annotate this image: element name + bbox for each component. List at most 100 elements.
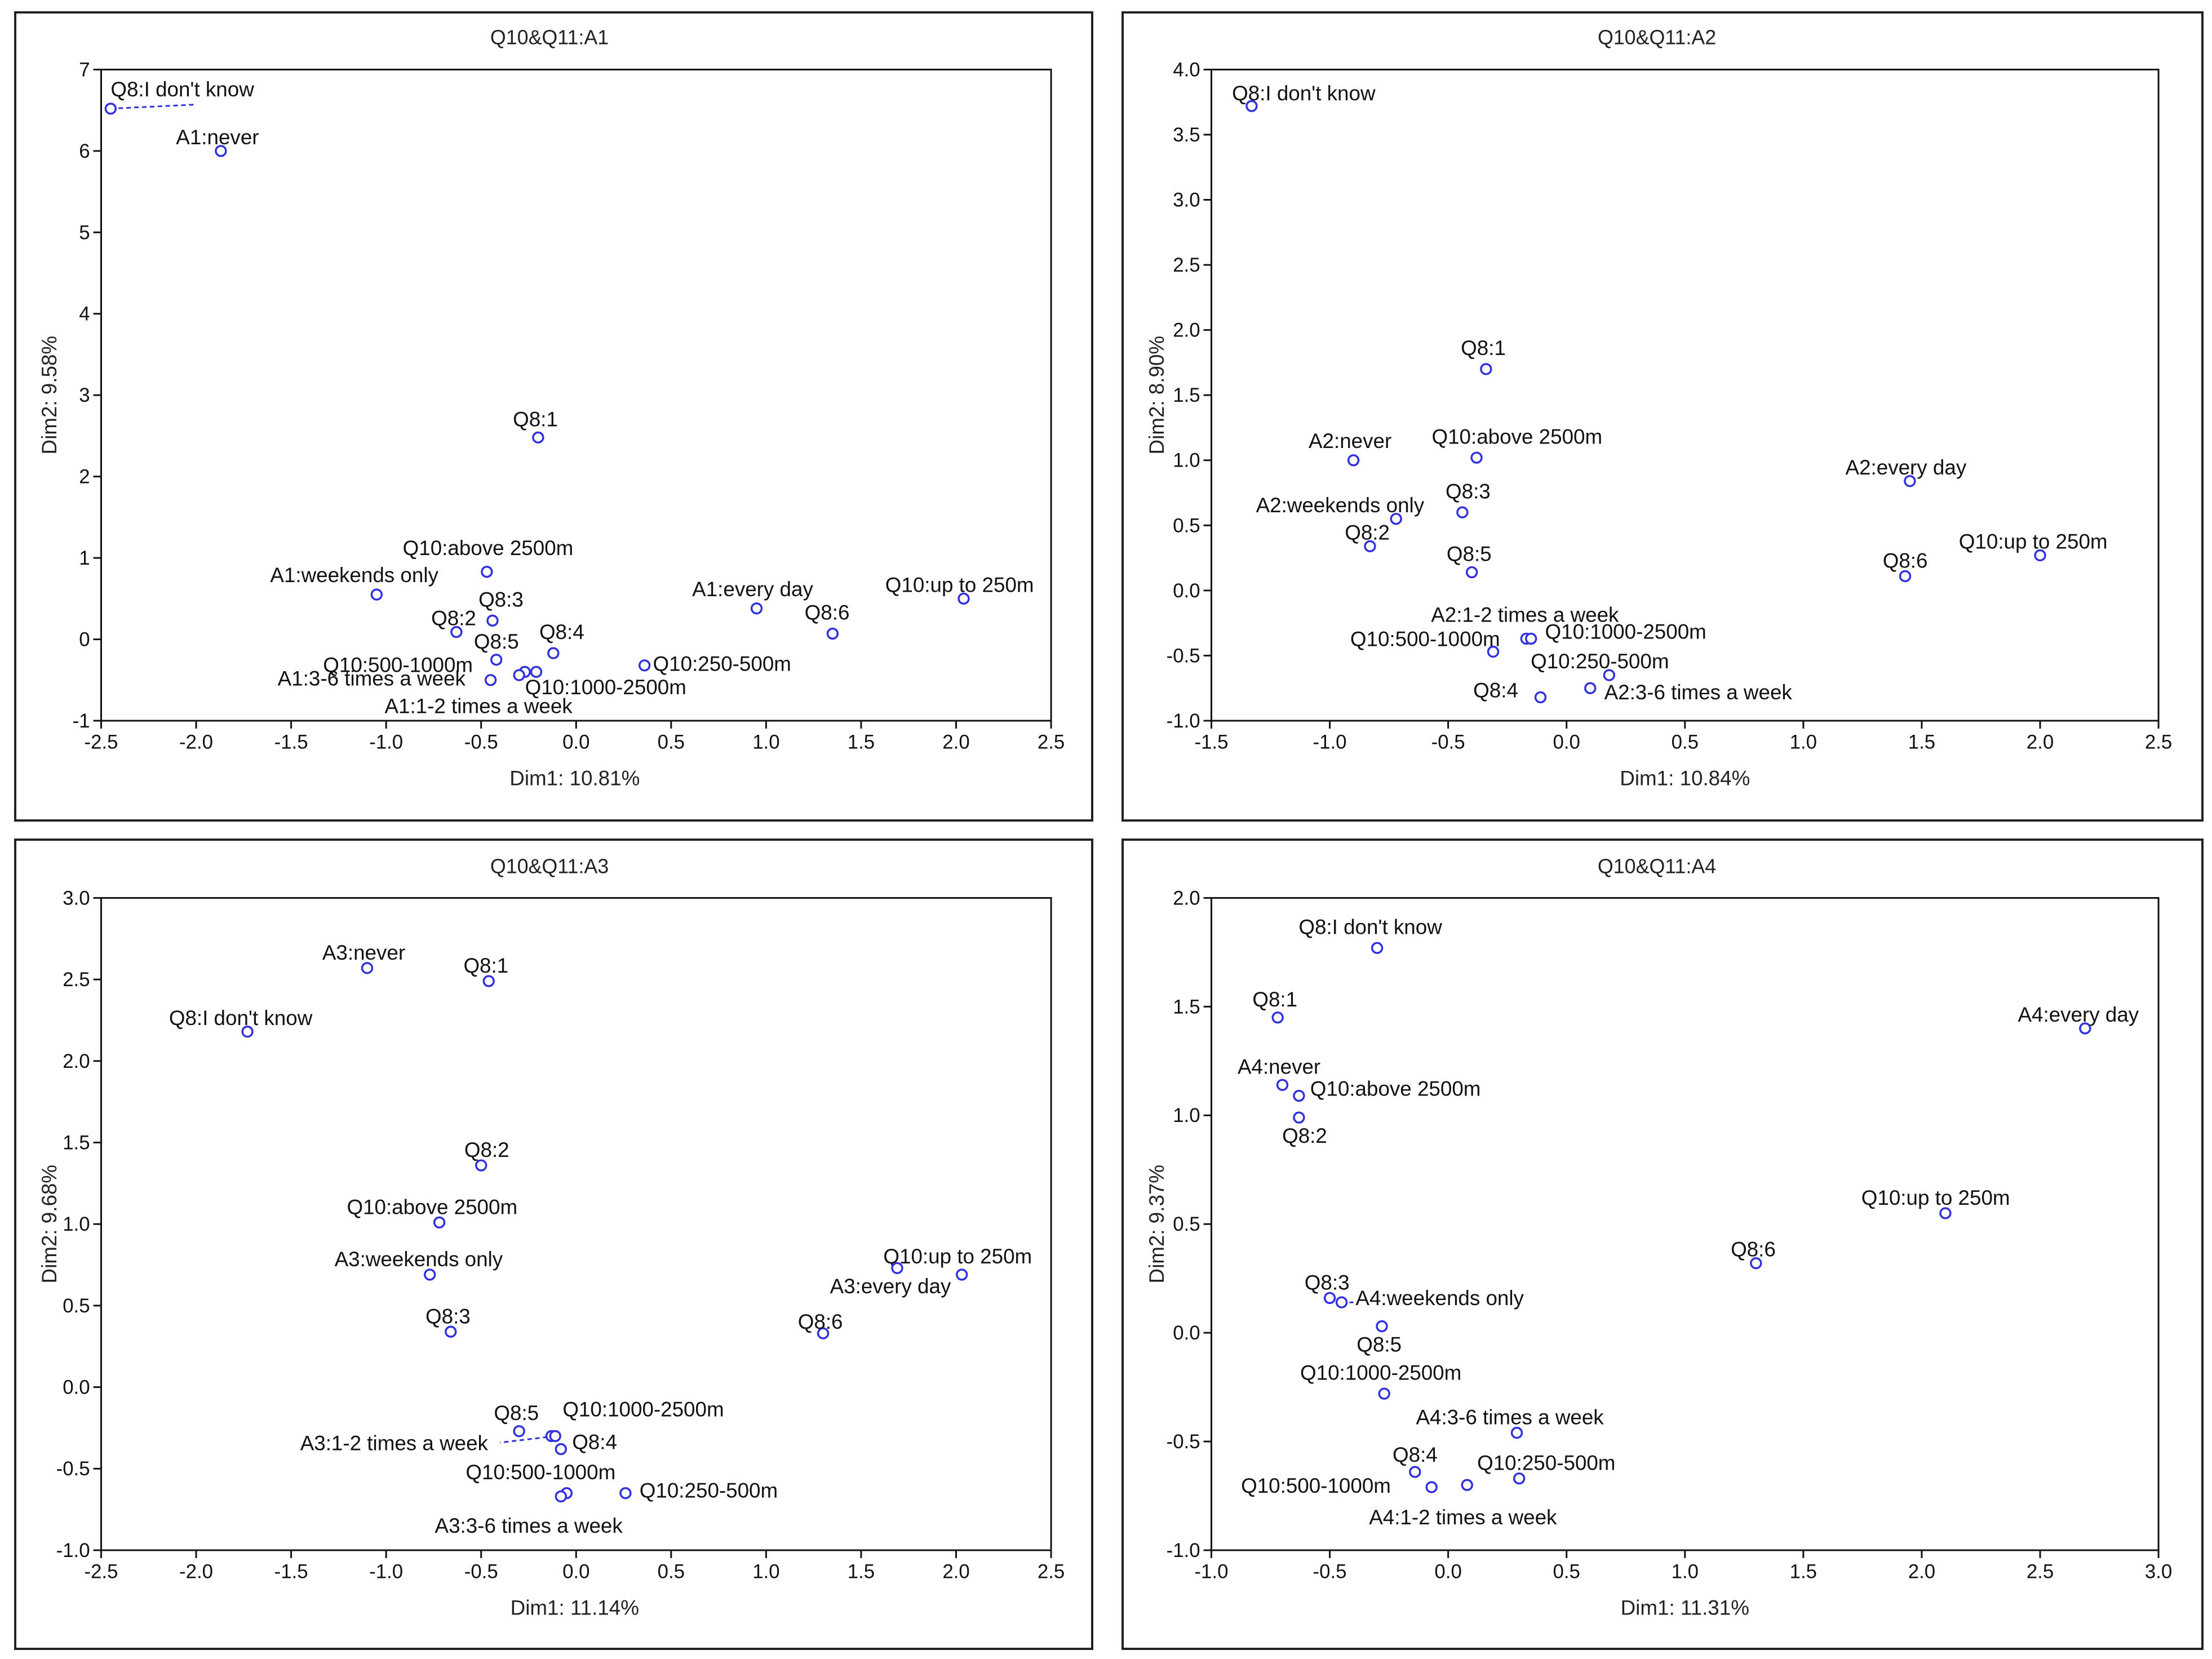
x-tick-label: 0.0 xyxy=(1553,731,1580,753)
y-tick-label: 4 xyxy=(79,303,90,325)
data-point xyxy=(361,962,374,974)
x-tick-label: -1.0 xyxy=(1194,1561,1228,1583)
chart-title: Q10&Q11:A3 xyxy=(490,855,609,878)
data-point xyxy=(1584,682,1597,694)
y-tick-label: 1.0 xyxy=(1173,450,1200,472)
point-label: Q8:6 xyxy=(1731,1238,1776,1261)
point-label: A1:1-2 times a week xyxy=(384,695,573,718)
x-tick-label: 0.5 xyxy=(658,731,685,753)
x-tick-label: 1.0 xyxy=(1790,731,1817,753)
y-tick-label: 3.0 xyxy=(1173,189,1200,211)
point-label: A1:every day xyxy=(692,578,813,601)
data-point xyxy=(1371,942,1384,954)
point-label: Q8:2 xyxy=(1282,1124,1327,1147)
data-point xyxy=(424,1268,436,1281)
point-label: A4:every day xyxy=(2018,1003,2139,1026)
data-point xyxy=(530,666,543,678)
point-label: Q8:1 xyxy=(1252,988,1297,1011)
point-label: A4:3-6 times a week xyxy=(1416,1406,1604,1429)
data-point xyxy=(1347,454,1360,467)
data-point xyxy=(1461,1479,1473,1491)
point-label: Q8:2 xyxy=(1345,521,1390,544)
point-label: Q8:3 xyxy=(478,588,524,611)
point-label: A3:every day xyxy=(830,1275,951,1298)
point-label: A1:weekends only xyxy=(270,564,438,587)
data-point xyxy=(1534,691,1547,704)
data-point xyxy=(1323,1292,1336,1305)
data-point xyxy=(1271,1011,1284,1024)
point-label: A3:weekends only xyxy=(335,1248,503,1271)
point-label: Q8:1 xyxy=(463,954,508,977)
data-point xyxy=(1487,645,1500,658)
point-label: Q8:6 xyxy=(1883,549,1928,573)
point-label: Q10:500-1000m xyxy=(1241,1474,1391,1497)
y-tick-label: -1 xyxy=(73,710,90,732)
x-tick-label: 1.5 xyxy=(848,1561,875,1583)
x-tick-label: -1.5 xyxy=(274,731,308,753)
point-label: A1:never xyxy=(176,126,259,149)
leader-line xyxy=(110,104,197,110)
y-tick-label: 0.5 xyxy=(1173,1213,1200,1235)
data-point xyxy=(638,659,651,672)
y-tick-label: 3 xyxy=(79,384,90,406)
data-point xyxy=(1276,1079,1289,1091)
point-label: Q10:250-500m xyxy=(1531,650,1669,673)
data-point xyxy=(1603,669,1616,681)
x-tick-label: -2.5 xyxy=(85,731,118,753)
data-point xyxy=(555,1490,567,1503)
x-tick-label: 0.0 xyxy=(1434,1561,1461,1583)
data-point xyxy=(104,103,117,115)
data-point xyxy=(513,1425,525,1438)
data-point xyxy=(1513,1472,1526,1485)
x-tick-label: 1.0 xyxy=(752,1561,779,1583)
y-tick-label: 3.5 xyxy=(1173,124,1200,146)
y-tick-label: 1.0 xyxy=(63,1213,90,1235)
point-label: Q8:I don't know xyxy=(1232,82,1376,105)
point-label: A2:never xyxy=(1309,429,1391,453)
point-label: Q8:5 xyxy=(1447,543,1492,566)
point-label: Q10:above 2500m xyxy=(1310,1077,1481,1101)
x-tick-label: 3.0 xyxy=(2145,1561,2172,1583)
chart-title: Q10&Q11:A4 xyxy=(1598,855,1716,878)
x-tick-label: 0.5 xyxy=(1553,1561,1580,1583)
data-point xyxy=(532,431,544,444)
x-tick-label: -2.0 xyxy=(179,731,213,753)
data-point xyxy=(1335,1296,1348,1308)
y-tick-label: 0.0 xyxy=(1173,1322,1200,1344)
y-tick-label: -1.0 xyxy=(1167,1540,1200,1562)
data-point xyxy=(750,602,763,615)
point-label: Q10:250-500m xyxy=(1477,1452,1615,1475)
point-label: Q8:1 xyxy=(513,407,558,431)
point-label: Q10:up to 250m xyxy=(1861,1186,2010,1209)
point-label: Q8:4 xyxy=(572,1431,617,1454)
point-label: Q8:4 xyxy=(1473,678,1518,702)
data-point xyxy=(484,674,497,686)
y-tick-label: 2 xyxy=(79,466,90,488)
x-tick-label: 2.0 xyxy=(2027,731,2054,753)
y-axis-label: Dim2: 9.68% xyxy=(38,1165,61,1284)
x-tick-label: 1.5 xyxy=(848,731,875,753)
x-tick-label: 2.5 xyxy=(2027,1561,2054,1583)
y-tick-label: -0.5 xyxy=(1167,645,1200,667)
data-point xyxy=(1510,1426,1523,1439)
chart-panel-a4: Q10&Q11:A4 -1.0 -0.5 0.0 0.5 1.0 1.5 2.0 2.5 3.0 -… xyxy=(1121,839,2204,1650)
data-point xyxy=(619,1487,632,1500)
data-point xyxy=(555,1443,567,1456)
point-label: Q10:above 2500m xyxy=(347,1195,517,1218)
data-point xyxy=(482,975,495,987)
data-point xyxy=(486,614,499,627)
x-tick-label: 2.0 xyxy=(942,1561,969,1583)
point-label: Q10:up to 250m xyxy=(885,573,1034,596)
y-tick-label: 2.5 xyxy=(1173,254,1200,276)
point-label: Q10:up to 250m xyxy=(883,1245,1032,1268)
x-tick-label: -2.0 xyxy=(179,1561,213,1583)
y-tick-label: 0.5 xyxy=(1173,514,1200,536)
point-label: Q8:3 xyxy=(425,1305,471,1328)
scatter-plot-a4: Q10&Q11:A4 -1.0 -0.5 0.0 0.5 1.0 1.5 2.0 2.5 3.0 -… xyxy=(1145,855,2172,1620)
x-tick-label: 2.5 xyxy=(1038,1561,1065,1583)
data-point xyxy=(490,653,503,666)
data-point xyxy=(1465,566,1478,579)
point-label: A2:3-6 times a week xyxy=(1604,681,1793,704)
data-point xyxy=(1425,1481,1438,1493)
x-tick-label: 0.0 xyxy=(562,731,589,753)
